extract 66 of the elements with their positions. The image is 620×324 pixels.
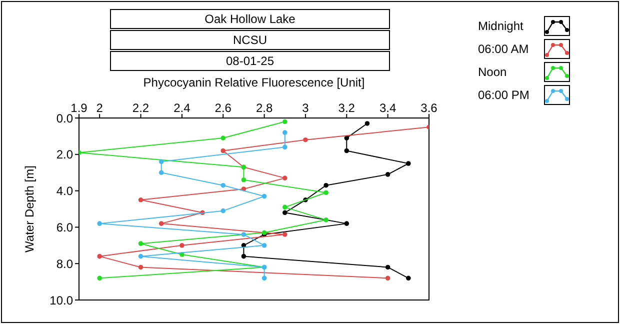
point bbox=[220, 182, 226, 188]
point bbox=[282, 130, 288, 135]
legend-label: 06:00 AM bbox=[478, 42, 530, 56]
x-tick-label: 3 bbox=[302, 101, 310, 115]
point bbox=[324, 182, 328, 188]
point bbox=[406, 276, 411, 281]
point bbox=[180, 243, 184, 248]
point bbox=[303, 137, 308, 142]
x-tick-label: 2.2 bbox=[132, 101, 150, 115]
point bbox=[282, 210, 288, 216]
point bbox=[241, 177, 246, 182]
point bbox=[220, 208, 226, 214]
point bbox=[282, 176, 288, 180]
point bbox=[158, 170, 164, 175]
chart-subtitle: NCSU bbox=[232, 33, 267, 47]
point bbox=[364, 121, 370, 126]
x-tick-label: 2.6 bbox=[214, 101, 232, 115]
x-tick-label: 2.4 bbox=[174, 101, 191, 115]
point bbox=[282, 232, 288, 237]
point bbox=[282, 144, 288, 150]
x-tick-label: 1.9 bbox=[70, 101, 88, 115]
point bbox=[158, 159, 164, 164]
x-tick-label: 3.4 bbox=[379, 101, 396, 115]
y-axis-title: Water Depth [m] bbox=[22, 166, 36, 252]
point bbox=[241, 254, 246, 259]
point bbox=[385, 276, 390, 281]
point bbox=[282, 204, 288, 210]
point bbox=[241, 232, 246, 237]
x-tick-label: 3.6 bbox=[420, 101, 438, 115]
point bbox=[262, 243, 267, 248]
text: 08-01-25 bbox=[226, 54, 274, 68]
x-axis-title: Phycocyanin Relative Fluorescence [Unit] bbox=[143, 76, 365, 90]
x-tick-label: 2.8 bbox=[256, 101, 273, 115]
point bbox=[344, 136, 350, 140]
x-tick-label: 2 bbox=[96, 101, 104, 115]
text: Noon bbox=[478, 64, 508, 78]
point bbox=[344, 221, 350, 226]
y-tick-label: 10.0 bbox=[50, 293, 74, 308]
point bbox=[385, 172, 390, 177]
point bbox=[282, 119, 288, 124]
point bbox=[406, 161, 411, 166]
chart-title: Oak Hollow Lake bbox=[204, 12, 296, 26]
point bbox=[324, 218, 328, 222]
point bbox=[344, 148, 350, 154]
point bbox=[138, 198, 144, 202]
x-tick-label: 3.2 bbox=[338, 101, 356, 115]
point bbox=[138, 254, 144, 259]
point bbox=[97, 276, 102, 281]
point bbox=[262, 194, 267, 199]
y-tick-label: 6.0 bbox=[56, 220, 74, 234]
legend-label: 06:00 PM bbox=[478, 88, 530, 102]
y-tick-label: 2.0 bbox=[56, 148, 74, 162]
point bbox=[97, 221, 102, 226]
y-tick-label: 0.0 bbox=[56, 111, 74, 126]
point bbox=[97, 254, 102, 259]
point bbox=[324, 190, 328, 196]
point bbox=[220, 136, 226, 140]
point bbox=[262, 276, 267, 281]
point bbox=[138, 264, 144, 270]
y-tick-label: 4.0 bbox=[56, 184, 74, 198]
point bbox=[158, 221, 164, 226]
point bbox=[220, 148, 226, 154]
y-tick-label: 8.0 bbox=[56, 256, 74, 271]
legend-label: Midnight bbox=[478, 18, 524, 32]
point bbox=[385, 264, 390, 270]
point bbox=[138, 241, 144, 246]
